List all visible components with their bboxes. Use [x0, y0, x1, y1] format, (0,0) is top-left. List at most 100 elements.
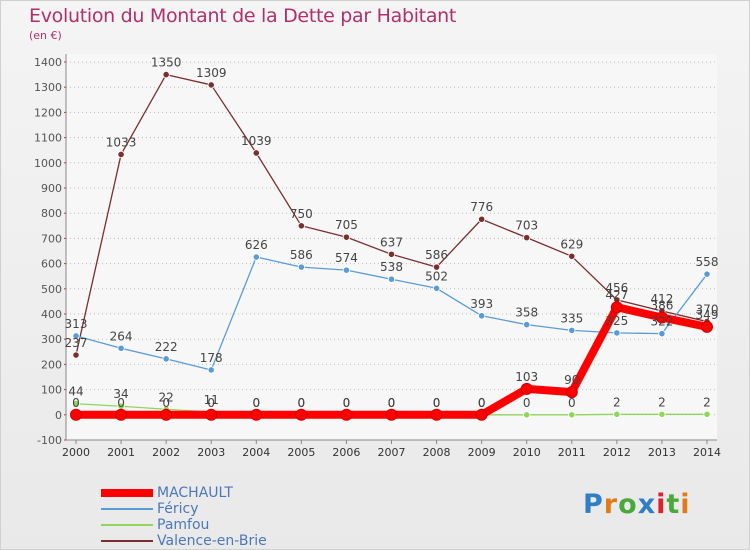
point-pamfou-2014	[703, 410, 711, 418]
data-label-machault-2013: 386	[650, 299, 673, 313]
data-label-valence-en-brie-2003: 1309	[196, 66, 227, 80]
chart-title: Evolution du Montant de la Dette par Hab…	[29, 5, 457, 27]
data-label-machault-2005: 0	[298, 396, 306, 410]
x-tick-label-2004: 2004	[242, 446, 270, 459]
point-f-ricy-2002	[162, 355, 170, 363]
x-tick-label-2000: 2000	[62, 446, 90, 459]
point-f-ricy-2009	[478, 312, 486, 320]
data-label-pamfou-2005: 0	[298, 396, 306, 410]
proxiti-logo: Proxiti	[583, 489, 691, 520]
point-pamfou-2012	[613, 410, 621, 418]
data-label-fericy-2007: 538	[380, 260, 403, 274]
point-pamfou-2011	[568, 411, 576, 419]
data-label-fericy-2013: 322	[650, 315, 673, 329]
point-pamfou-2013	[658, 410, 666, 418]
data-label-fericy-2014: 558	[696, 255, 719, 269]
data-label-pamfou-2013: 2	[658, 395, 666, 409]
data-label-pamfou-2004: 0	[252, 396, 260, 410]
point-f-ricy-2010	[523, 320, 531, 329]
point-machault-2012	[610, 301, 623, 314]
data-label-pamfou-2007: 0	[388, 396, 396, 410]
data-label-valence-en-brie-2002: 1350	[151, 56, 182, 70]
data-label-machault-2003: 0	[207, 396, 215, 410]
point-valence-en-brie-2007	[387, 250, 396, 258]
point-f-ricy-2003	[207, 366, 215, 374]
point-machault-2000	[70, 408, 82, 421]
point-pamfou-2010	[523, 411, 531, 419]
data-label-machault-2014: 349	[696, 308, 719, 322]
data-label-machault-2000: 0	[72, 396, 80, 410]
logo-letter: t	[666, 489, 681, 520]
point-machault-2003	[205, 408, 218, 421]
x-tick-label-2011: 2011	[558, 446, 586, 459]
data-label-valence-en-brie-2008: 586	[425, 248, 448, 262]
data-label-valence-en-brie-2004: 1039	[241, 134, 272, 148]
data-label-valence-en-brie-2001: 1033	[106, 135, 137, 149]
y-tick-label-0: 0	[55, 409, 62, 422]
data-label-fericy-2008: 502	[425, 269, 448, 283]
y-tick-label-1300: 1300	[34, 81, 62, 94]
point-valence-en-brie-2008	[432, 263, 441, 271]
y-tick-label-700: 700	[41, 232, 62, 245]
logo-letter: r	[603, 489, 619, 520]
legend-item-valence-en-brie: Valence-en-Brie	[101, 533, 361, 549]
data-label-machault-2001: 0	[117, 396, 125, 410]
data-label-machault-2006: 0	[343, 396, 351, 410]
y-tick-label-300: 300	[41, 333, 62, 346]
data-label-fericy-2002: 222	[155, 340, 178, 354]
data-label-valence-en-brie-2007: 637	[380, 235, 403, 249]
point-f-ricy-2012	[613, 329, 621, 337]
legend: MACHAULT Féricy Pamfou Valence-en-Brie	[101, 485, 361, 549]
point-f-ricy-2007	[387, 275, 396, 283]
data-label-valence-en-brie-2010: 703	[515, 219, 538, 233]
x-tick-label-2001: 2001	[107, 446, 135, 459]
data-label-pamfou-2009: 0	[478, 396, 486, 410]
data-label-pamfou-2014: 2	[703, 395, 711, 409]
point-f-ricy-2006	[342, 266, 351, 274]
data-label-fericy-2010: 358	[515, 306, 538, 320]
data-label-pamfou-2000: 44	[68, 385, 83, 399]
point-machault-2013	[655, 311, 668, 324]
point-f-ricy-2014	[703, 270, 711, 278]
data-label-fericy-2001: 264	[110, 329, 133, 343]
y-tick-label-900: 900	[41, 182, 62, 195]
point-valence-en-brie-2001	[117, 150, 125, 159]
y-tick-label-1000: 1000	[34, 157, 62, 170]
point-f-ricy-2001	[117, 344, 125, 352]
point-f-ricy-2000	[72, 332, 80, 340]
y-tick-label-1100: 1100	[34, 132, 62, 145]
x-tick-label-2007: 2007	[378, 446, 406, 459]
x-tick-label-2002: 2002	[152, 446, 180, 459]
point-valence-en-brie-2005	[297, 222, 305, 230]
data-label-fericy-2012: 325	[605, 314, 628, 328]
point-f-ricy-2008	[432, 284, 441, 292]
data-label-machault-2004: 0	[252, 396, 260, 410]
point-valence-en-brie-2000	[72, 351, 80, 359]
point-machault-2008	[430, 408, 443, 421]
y-tick-label-500: 500	[41, 283, 62, 296]
data-label-pamfou-2006: 0	[343, 396, 351, 410]
data-label-fericy-2003: 178	[200, 351, 223, 365]
y-tick-label-400: 400	[41, 308, 62, 321]
data-label-machault-2012: 427	[605, 288, 628, 302]
y-tick-label--100: -100	[37, 434, 62, 447]
data-label-valence-en-brie-2013: 412	[650, 292, 673, 306]
legend-label-machault: MACHAULT	[157, 485, 233, 501]
x-tick-label-2014: 2014	[693, 446, 721, 459]
point-valence-en-brie-2010	[523, 234, 531, 242]
point-machault-2002	[160, 408, 173, 421]
logo-letter: i	[656, 489, 667, 520]
x-tick-label-2005: 2005	[287, 446, 315, 459]
data-label-valence-en-brie-2011: 629	[560, 237, 583, 251]
point-valence-en-brie-2006	[342, 233, 351, 241]
x-tick-label-2013: 2013	[648, 446, 676, 459]
logo-letter: i	[680, 489, 691, 520]
point-machault-2010	[520, 382, 533, 395]
data-label-fericy-2006: 574	[335, 251, 358, 265]
point-machault-2005	[295, 408, 308, 421]
data-label-pamfou-2003: 11	[204, 393, 219, 407]
data-label-valence-en-brie-2012: 456	[605, 281, 628, 295]
data-label-machault-2010: 103	[515, 370, 538, 384]
